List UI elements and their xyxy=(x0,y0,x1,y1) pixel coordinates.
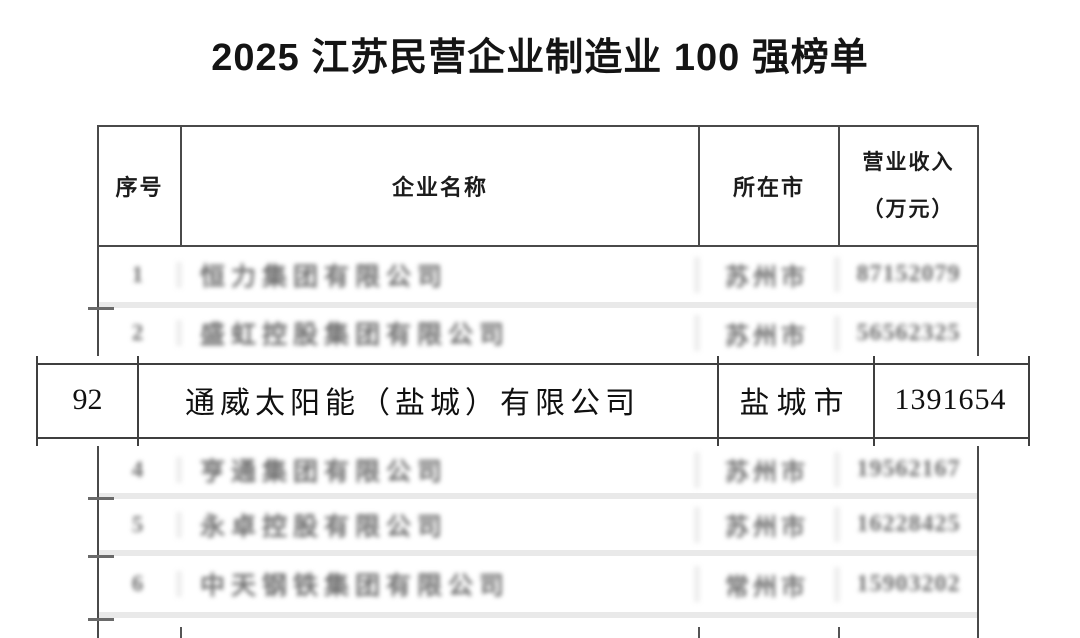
table-row-blurred-2: 2 盛虹控股集团有限公司 苏州市 56562325 xyxy=(99,308,977,358)
cell-revenue: 16228425 xyxy=(856,511,961,537)
highlight-row-92: 92 通威太阳能（盐城）有限公司 盐城市 1391654 xyxy=(36,356,1030,446)
cell-company: 永卓控股有限公司 xyxy=(182,506,700,543)
partial-row-divider xyxy=(838,627,840,638)
cell-company: 中天钢铁集团有限公司 xyxy=(182,566,700,602)
row-separator-tick xyxy=(88,307,114,310)
snippet-border-line xyxy=(873,356,875,446)
table-row-blurred-5: 5 永卓控股有限公司 苏州市 16228425 xyxy=(99,499,977,556)
header-city: 所在市 xyxy=(700,127,840,245)
cell-revenue: 87152079 xyxy=(856,261,961,287)
cell-company: 盛虹控股集团有限公司 xyxy=(182,315,700,351)
page-title: 2025 江苏民营企业制造业 100 强榜单 xyxy=(211,37,869,79)
ranking-table: 序号 企业名称 所在市 营业收入 （万元） 1 恒力集团有限公司 苏州市 871… xyxy=(88,125,979,638)
row-separator-tick xyxy=(88,555,114,558)
snippet-border-line xyxy=(137,356,139,446)
header-revenue-line2: （万元） xyxy=(862,198,955,221)
cell-city: 常州市 xyxy=(700,566,840,602)
cell-rank: 5 xyxy=(99,511,182,538)
header-revenue-line1: 营业收入 xyxy=(862,151,955,174)
cell-rank: 6 xyxy=(99,571,182,597)
cell-city: 苏州市 xyxy=(700,257,840,292)
cell-city: 盐城市 xyxy=(739,387,851,420)
cell-city: 苏州市 xyxy=(700,507,840,542)
row-separator-tick xyxy=(88,618,114,621)
cell-revenue: 1391654 xyxy=(894,383,1007,416)
table-header-row: 序号 企业名称 所在市 营业收入 （万元） xyxy=(99,127,977,247)
snippet-border-line xyxy=(36,356,38,446)
cell-rank: 92 xyxy=(72,383,103,416)
table-row-blurred-6: 6 中天钢铁集团有限公司 常州市 15903202 xyxy=(99,556,977,618)
highlight-row-content: 92 通威太阳能（盐城）有限公司 盐城市 1391654 xyxy=(38,365,1028,435)
cell-rank: 2 xyxy=(99,320,182,346)
table-row-blurred-4: 4 亨通集团有限公司 苏州市 19562167 xyxy=(99,446,977,499)
cell-city: 苏州市 xyxy=(700,315,840,351)
table-row-blurred-1: 1 恒力集团有限公司 苏州市 87152079 xyxy=(99,247,977,308)
cell-revenue: 19562167 xyxy=(856,456,961,482)
snippet-border-line xyxy=(1028,356,1030,446)
cell-rank: 1 xyxy=(99,261,182,288)
cell-revenue: 56562325 xyxy=(856,319,961,346)
cell-rank: 4 xyxy=(99,456,182,483)
cell-company: 通威太阳能（盐城）有限公司 xyxy=(185,387,640,420)
snippet-border-line xyxy=(36,437,1030,439)
cell-company: 亨通集团有限公司 xyxy=(182,451,700,488)
cell-revenue: 15903202 xyxy=(856,570,961,597)
snippet-border-line xyxy=(36,363,1030,365)
header-revenue: 营业收入 （万元） xyxy=(840,127,977,245)
partial-row-divider xyxy=(698,627,700,638)
cell-city: 苏州市 xyxy=(700,452,840,487)
partial-row-divider xyxy=(180,627,182,638)
header-rank: 序号 xyxy=(99,127,182,245)
snippet-border-line xyxy=(717,356,719,446)
cell-company: 恒力集团有限公司 xyxy=(182,256,700,293)
row-separator-tick xyxy=(88,497,114,500)
header-company: 企业名称 xyxy=(182,127,700,245)
